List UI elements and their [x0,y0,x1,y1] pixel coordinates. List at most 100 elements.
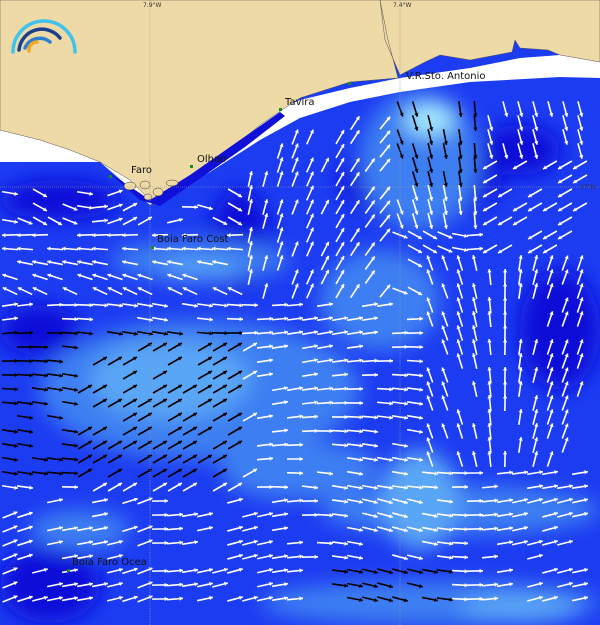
arrow-head [553,497,558,502]
current-arrow [91,303,109,308]
current-arrow [242,412,258,422]
current-arrow [262,199,269,215]
current-arrow [196,246,214,251]
arrow-head [309,269,314,274]
arrow-head [340,186,345,191]
current-arrow [427,213,434,229]
arrow-head [237,412,242,417]
arrow-head [344,414,348,420]
current-arrow [107,567,123,574]
current-arrow [256,372,274,378]
current-arrow [466,526,484,532]
arrow-head [59,373,63,378]
arrow-head [404,457,408,462]
buoy-ocean-marker[interactable] [67,569,70,572]
arrow-head [473,155,478,159]
arrow-head [132,482,137,487]
arrow-head [102,454,107,459]
current-arrow [227,370,243,380]
current-arrow [256,344,274,349]
current-arrow [364,214,376,228]
arrow-head [118,595,123,600]
current-arrow [151,512,169,518]
arrow-head [389,401,393,406]
arrow-head [164,596,168,602]
arrow-head [28,220,33,225]
arrow-head [441,255,446,260]
arrow-head [118,553,123,558]
arrow-head [118,567,123,572]
current-arrow [151,302,169,308]
current-arrow [532,367,539,383]
arrow-head [104,497,108,503]
current-arrow [16,414,34,420]
arrow-head [29,429,33,434]
current-arrow [346,484,364,490]
arrow-head [373,597,378,603]
arrow-head [487,297,492,301]
current-arrow [346,498,364,504]
current-arrow [76,303,94,308]
current-arrow [137,539,153,547]
current-arrow [487,296,492,314]
current-arrow [361,484,379,490]
arrow-head [404,443,408,448]
arrow-head [403,514,408,519]
current-arrow [557,160,573,170]
arrow-head [464,541,468,546]
current-arrow [61,596,79,602]
arrow-head [534,269,539,274]
current-arrow [451,246,469,252]
arrow-head [13,581,18,586]
current-arrow [212,482,228,492]
arrow-head [418,583,423,589]
current-arrow [456,325,464,341]
arrow-head [238,567,243,572]
arrow-head [248,199,254,203]
arrow-head [92,233,96,238]
current-arrow [421,512,439,518]
arrow-head [419,359,423,364]
arrow-head [284,400,288,405]
arrow-head [14,443,18,448]
current-arrow [167,482,183,492]
arrow-head [59,497,63,503]
current-arrow [212,412,228,422]
current-arrow [62,203,78,211]
current-arrow [526,484,544,490]
arrow-head [148,595,153,600]
current-arrow [451,541,469,546]
arrow-head [568,567,573,572]
arrow-head [359,443,363,448]
current-arrow [362,568,378,575]
arrow-head [279,143,284,148]
arrow-head [167,259,171,265]
arrow-head [223,581,228,586]
current-arrow [576,353,584,369]
current-arrow [349,171,361,187]
current-arrow [197,259,213,266]
arrow-head [237,370,242,375]
current-arrow [349,129,361,145]
current-arrow [16,246,34,251]
current-arrow [247,241,254,257]
arrow-head [549,409,554,414]
current-arrow [407,230,423,240]
arrow-head [314,512,318,518]
current-arrow [426,437,434,453]
current-arrow [346,400,364,406]
arrow-head [441,325,446,330]
arrow-head [518,381,523,385]
arrow-head [579,255,584,260]
arrow-head [92,259,96,265]
buoy-coastal-marker[interactable] [151,246,154,249]
current-arrow [301,344,319,350]
arrow-head [194,540,198,545]
arrow-head [238,539,243,544]
arrow-head [89,596,93,601]
arrow-head [44,401,48,406]
current-arrow [247,171,254,187]
current-arrow [271,554,289,560]
